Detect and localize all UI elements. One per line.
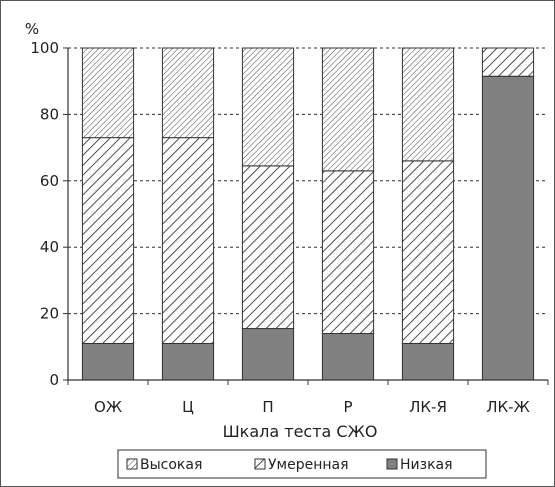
- y-tick-label: 80: [40, 105, 59, 123]
- y-tick-labels: 0 20 40 60 80 100: [30, 39, 59, 389]
- bar-segment: [161, 47, 215, 139]
- bar-segment: [161, 137, 215, 344]
- bar-segment: [401, 47, 455, 162]
- axes: [63, 47, 549, 385]
- bar-segment: [321, 333, 375, 381]
- bar-segment: [321, 47, 375, 172]
- y-tick-label: 40: [40, 238, 59, 256]
- bars: [81, 47, 535, 381]
- x-tick-label: Р: [343, 398, 352, 416]
- bar-segment: [401, 160, 455, 344]
- y-tick-label: 60: [40, 172, 59, 190]
- bar-segment: [481, 75, 535, 381]
- x-tick-labels: ОЖ Ц П Р ЛК-Я ЛК-Ж: [94, 398, 530, 416]
- bar-segment: [81, 342, 135, 381]
- y-unit-label: %: [25, 20, 39, 38]
- bar-segment: [401, 342, 455, 381]
- x-axis-title: Шкала теста СЖО: [223, 422, 378, 441]
- bar-segment: [241, 165, 295, 330]
- y-tick-label: 0: [49, 371, 59, 389]
- legend-swatch-low: [386, 458, 398, 470]
- legend-label-high: Высокая: [140, 457, 202, 473]
- x-tick-label: ЛК-Ж: [486, 398, 530, 416]
- bar-segment: [321, 170, 375, 335]
- bar-segment: [241, 328, 295, 381]
- legend-swatch-high: [126, 458, 138, 470]
- legend-swatch-moderate: [254, 458, 266, 470]
- legend: Высокая Умеренная Низкая: [117, 449, 487, 479]
- gridlines: [68, 47, 548, 315]
- bar-segment: [81, 47, 135, 139]
- legend-label-low: Низкая: [400, 457, 453, 473]
- x-tick-label: ЛК-Я: [409, 398, 447, 416]
- x-tick-label: Ц: [182, 398, 194, 416]
- bar-segment: [161, 342, 215, 381]
- legend-label-moderate: Умеренная: [268, 457, 349, 473]
- x-tick-label: П: [262, 398, 273, 416]
- legend-box: [117, 449, 487, 479]
- bar-segment: [241, 47, 295, 167]
- bar-segment: [81, 137, 135, 344]
- y-tick-label: 100: [30, 39, 59, 57]
- x-tick-label: ОЖ: [94, 398, 122, 416]
- bar-segment: [481, 47, 535, 77]
- y-tick-label: 20: [40, 305, 59, 323]
